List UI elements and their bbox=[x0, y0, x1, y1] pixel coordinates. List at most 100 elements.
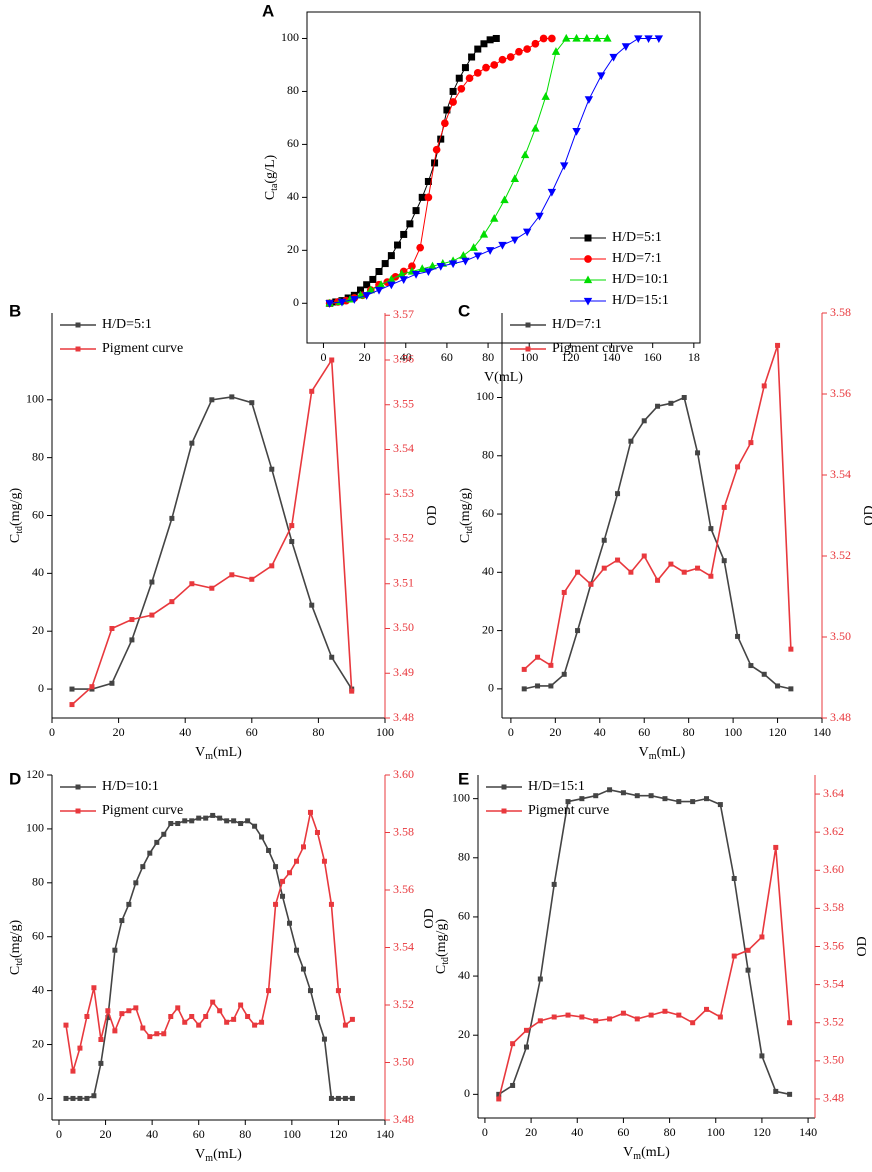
y2-tick-label: 3.48 bbox=[830, 710, 851, 724]
marker bbox=[259, 834, 265, 840]
marker bbox=[75, 808, 81, 814]
x-tick-label: 100 bbox=[724, 725, 742, 739]
marker bbox=[498, 241, 507, 250]
marker bbox=[607, 787, 613, 793]
marker bbox=[289, 523, 295, 529]
marker bbox=[329, 357, 335, 363]
marker bbox=[416, 243, 425, 252]
series-line bbox=[66, 814, 353, 1100]
marker bbox=[748, 663, 754, 669]
marker bbox=[449, 98, 457, 106]
marker bbox=[787, 1020, 793, 1026]
marker bbox=[294, 947, 300, 953]
marker bbox=[337, 298, 347, 307]
x-tick-label: 100 bbox=[283, 1127, 301, 1141]
marker bbox=[731, 875, 737, 881]
marker bbox=[515, 47, 523, 56]
x-tick-label: 120 bbox=[561, 350, 579, 364]
y-tick-label: 20 bbox=[32, 623, 44, 637]
y-tick-label: 60 bbox=[458, 909, 470, 923]
marker bbox=[609, 53, 618, 62]
marker bbox=[572, 33, 581, 42]
marker bbox=[189, 440, 195, 446]
marker bbox=[229, 572, 235, 578]
marker bbox=[788, 646, 794, 652]
marker bbox=[133, 880, 139, 886]
marker bbox=[579, 1014, 585, 1020]
marker bbox=[149, 579, 155, 585]
x-tick-label: 60 bbox=[638, 725, 650, 739]
marker bbox=[607, 1016, 613, 1022]
marker bbox=[510, 236, 520, 245]
x-tick-label: 140 bbox=[376, 1127, 394, 1141]
marker bbox=[231, 1016, 237, 1022]
y2-tick-label: 3.53 bbox=[393, 486, 414, 500]
marker bbox=[593, 793, 599, 799]
marker bbox=[387, 252, 395, 260]
x-tick-label: 60 bbox=[441, 350, 453, 364]
marker bbox=[307, 988, 313, 994]
y-tick-label: 0 bbox=[293, 295, 299, 309]
y2-tick-label: 3.48 bbox=[823, 1091, 844, 1105]
marker bbox=[579, 796, 585, 802]
marker bbox=[418, 264, 427, 273]
marker bbox=[490, 61, 499, 69]
marker bbox=[154, 1031, 160, 1037]
marker bbox=[411, 271, 421, 279]
marker bbox=[119, 918, 125, 924]
y-tick-label: 80 bbox=[458, 850, 470, 864]
legend-label: Pigment curve bbox=[552, 341, 633, 356]
marker bbox=[280, 878, 286, 884]
marker bbox=[245, 818, 251, 824]
marker bbox=[70, 1095, 76, 1101]
marker bbox=[161, 1031, 167, 1037]
marker bbox=[459, 251, 468, 259]
marker bbox=[745, 967, 751, 973]
marker bbox=[521, 686, 527, 692]
marker bbox=[424, 268, 433, 277]
marker bbox=[668, 561, 674, 567]
marker bbox=[655, 577, 661, 583]
y2-tick-label: 3.60 bbox=[393, 767, 414, 781]
y2-tick-label: 3.48 bbox=[393, 710, 414, 724]
marker bbox=[428, 261, 437, 270]
x-axis-label-part: m bbox=[205, 751, 213, 762]
marker bbox=[376, 280, 386, 288]
marker bbox=[309, 388, 315, 394]
x-tick-label: 100 bbox=[520, 350, 538, 364]
y2-tick-label: 3.62 bbox=[823, 824, 844, 838]
marker bbox=[245, 1014, 251, 1019]
marker bbox=[273, 901, 279, 907]
marker bbox=[787, 1091, 793, 1097]
marker bbox=[575, 569, 581, 575]
y2-tick-label: 3.58 bbox=[830, 305, 851, 319]
x-axis-label-part: m bbox=[633, 1151, 641, 1162]
x-axis-label-part: V bbox=[639, 745, 649, 760]
marker bbox=[437, 135, 445, 143]
marker bbox=[531, 123, 540, 132]
y-axis-label-part: C bbox=[8, 534, 23, 543]
marker bbox=[300, 844, 306, 850]
x-tick-label: 120 bbox=[769, 725, 787, 739]
marker bbox=[210, 999, 216, 1005]
legend-label: H/D=15:1 bbox=[612, 293, 669, 308]
x-tick-label: 0 bbox=[508, 725, 514, 739]
y2-tick-label: 3.60 bbox=[823, 862, 844, 876]
marker bbox=[535, 212, 544, 221]
legend-label: Pigment curve bbox=[102, 803, 183, 818]
y-tick-label: 20 bbox=[287, 242, 299, 256]
series-line bbox=[65, 809, 353, 1072]
x-axis-label-part: V bbox=[623, 1145, 633, 1160]
legend-label: H/D=10:1 bbox=[612, 272, 669, 287]
marker bbox=[773, 844, 779, 850]
x-axis-label: Vm(mL) bbox=[195, 1147, 242, 1164]
marker bbox=[548, 662, 554, 668]
marker bbox=[342, 1095, 348, 1101]
panel: C 0 20 40 60 80 100 120 140 0 20 40 60 80 100 3.48 3.50 3… bbox=[458, 301, 872, 762]
marker bbox=[443, 106, 451, 114]
x-tick-label: 0 bbox=[320, 350, 326, 364]
marker bbox=[641, 553, 647, 559]
marker bbox=[681, 394, 687, 400]
x-axis-label: V(mL) bbox=[484, 370, 523, 385]
marker bbox=[321, 858, 327, 864]
